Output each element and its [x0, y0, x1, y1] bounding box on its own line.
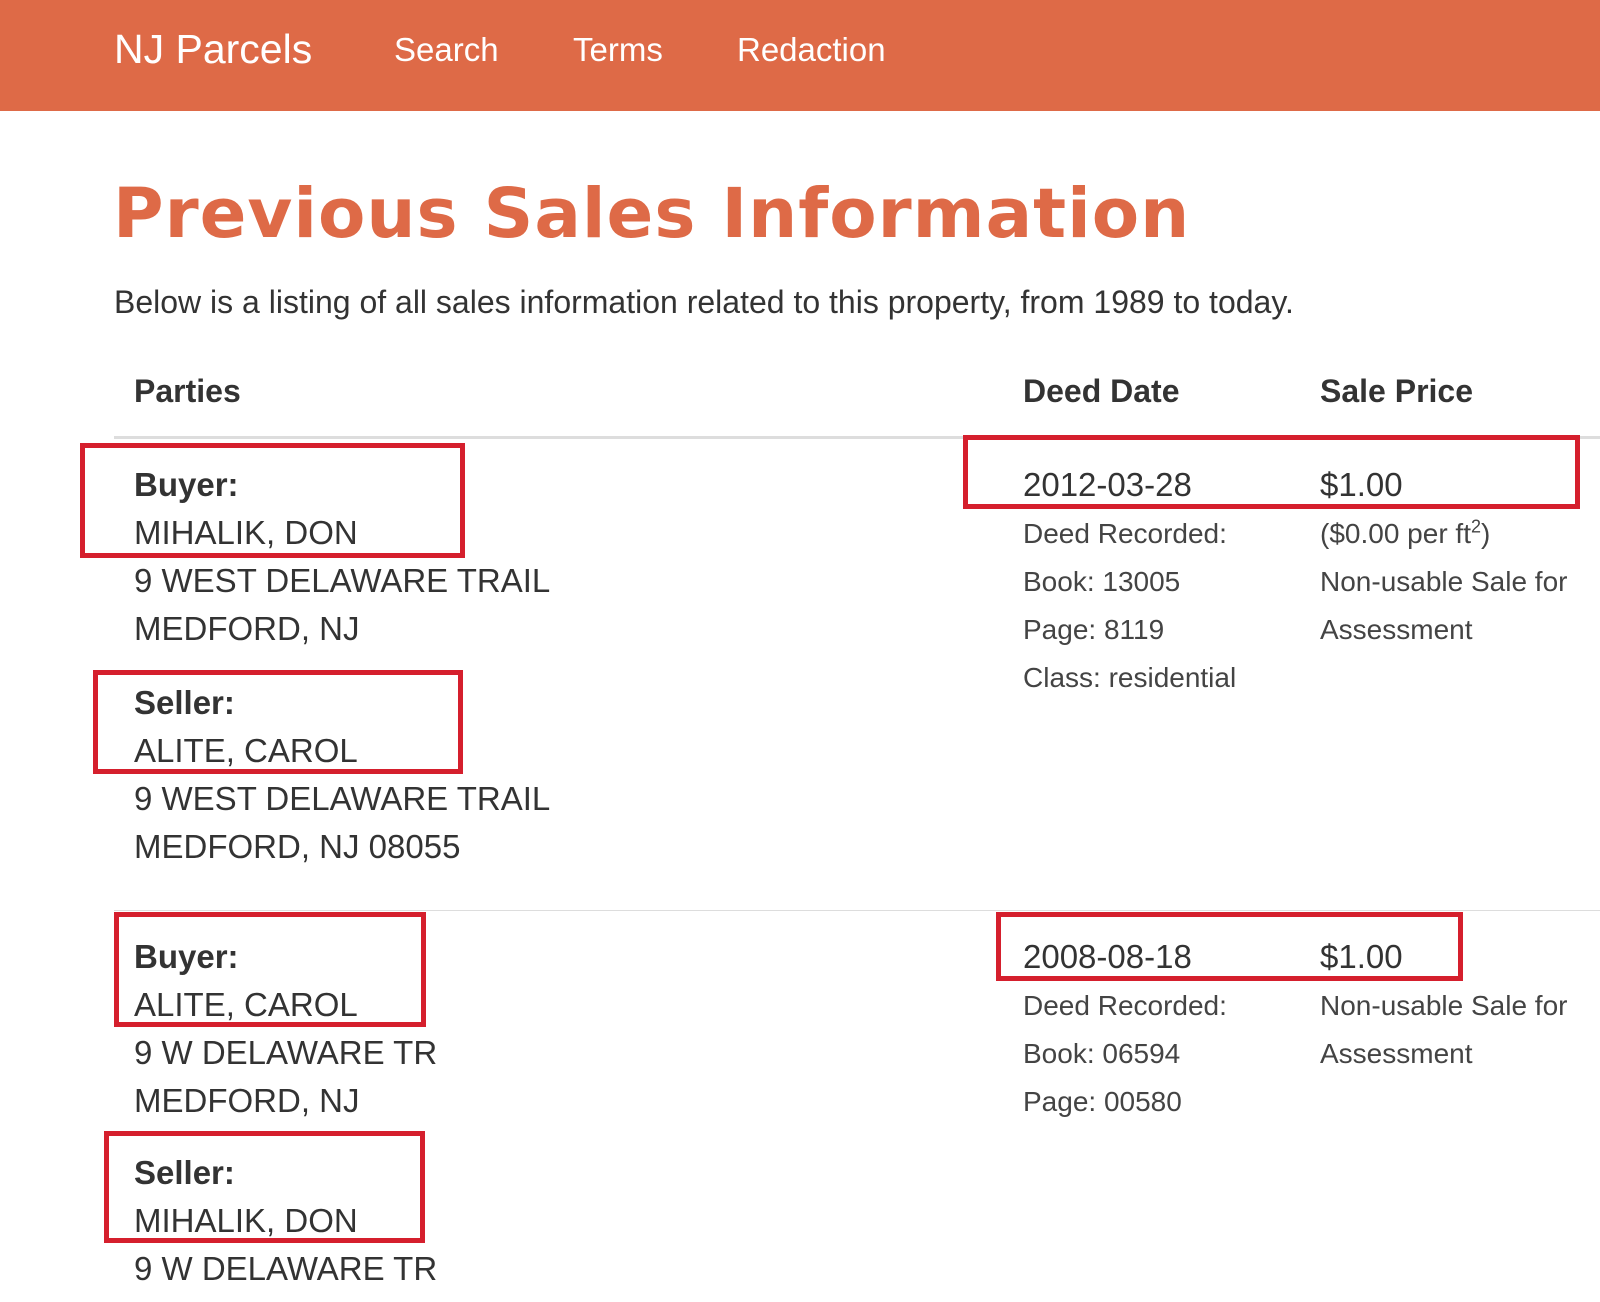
- highlight-box: [104, 1131, 425, 1243]
- seller-label: Seller:: [134, 684, 235, 721]
- highlight-box: [996, 912, 1463, 981]
- deed-date: 2008-08-18: [1023, 938, 1192, 975]
- seller-name: MIHALIK, DON: [134, 1202, 358, 1239]
- intro-text: Below is a listing of all sales informat…: [114, 284, 1294, 320]
- buyer-name: MIHALIK, DON: [134, 514, 358, 551]
- highlight-box: [963, 435, 1580, 509]
- deed-date: 2012-03-28: [1023, 466, 1192, 503]
- column-header-parties: Parties: [134, 373, 241, 409]
- nav-redaction-link[interactable]: Redaction: [737, 31, 886, 68]
- highlight-box: [80, 443, 465, 558]
- buyer-label: Buyer:: [134, 466, 239, 503]
- seller-address-line: 9 W DELAWARE TR: [134, 1250, 438, 1287]
- sale-price: $1.00: [1320, 938, 1403, 975]
- sale-price: $1.00: [1320, 466, 1403, 503]
- price-per-ft-suffix: ): [1481, 518, 1491, 549]
- deed-recorded-label: Deed Recorded:: [1023, 518, 1227, 549]
- buyer-address-line: 9 WEST DELAWARE TRAIL: [134, 562, 551, 599]
- seller-label: Seller:: [134, 1154, 235, 1191]
- highlight-box: [93, 670, 463, 774]
- top-navbar: NJ Parcels Search Terms Redaction: [0, 0, 1600, 111]
- brand-link[interactable]: NJ Parcels: [114, 26, 313, 72]
- sale-note-line: Assessment: [1320, 614, 1473, 645]
- deed-book: Book: 13005: [1023, 566, 1181, 597]
- seller-address-line: 9 WEST DELAWARE TRAIL: [134, 780, 551, 817]
- nav-terms-link[interactable]: Terms: [573, 31, 663, 68]
- deed-page: Page: 8119: [1023, 614, 1165, 645]
- deed-book: Book: 06594: [1023, 1038, 1181, 1069]
- price-per-ft: ($0.00 per ft2): [1320, 516, 1490, 552]
- buyer-name: ALITE, CAROL: [134, 986, 358, 1023]
- column-header-sale-price: Sale Price: [1320, 373, 1473, 409]
- buyer-address-line: 9 W DELAWARE TR: [134, 1034, 438, 1071]
- buyer-label: Buyer:: [134, 938, 239, 975]
- seller-address-line: MEDFORD, NJ 08055: [134, 828, 461, 865]
- sale-note-line: Non-usable Sale for: [1320, 990, 1568, 1021]
- nav-search-link[interactable]: Search: [394, 31, 499, 68]
- deed-recorded-label: Deed Recorded:: [1023, 990, 1227, 1021]
- buyer-address-line: MEDFORD, NJ: [134, 1082, 360, 1119]
- highlight-box: [114, 912, 426, 1027]
- seller-name: ALITE, CAROL: [134, 732, 358, 769]
- column-header-deed-date: Deed Date: [1023, 373, 1180, 409]
- sale-note-line: Assessment: [1320, 1038, 1473, 1069]
- deed-class: Class: residential: [1023, 662, 1237, 693]
- buyer-address-line: MEDFORD, NJ: [134, 610, 360, 647]
- price-per-ft-superscript: 2: [1470, 516, 1481, 537]
- page-title: Previous Sales Information: [113, 174, 1191, 254]
- price-per-ft-prefix: ($0.00 per ft: [1320, 518, 1471, 549]
- header-divider: [114, 436, 1600, 439]
- sale-note-line: Non-usable Sale for: [1320, 566, 1568, 597]
- deed-page: Page: 00580: [1023, 1086, 1182, 1117]
- row-divider: [114, 910, 1600, 911]
